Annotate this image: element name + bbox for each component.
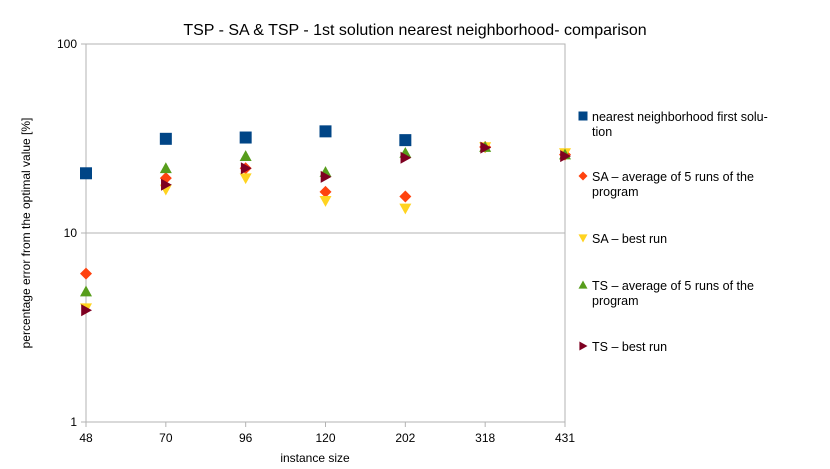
legend-label: TS – best run (592, 340, 667, 354)
x-tick-label: 96 (239, 431, 253, 445)
data-point (560, 150, 571, 163)
legend-label: tion (592, 125, 612, 139)
x-tick-label: 318 (475, 431, 495, 445)
data-point (319, 196, 332, 207)
legend-label: program (592, 185, 639, 199)
legend-marker (578, 234, 588, 243)
series-0 (80, 125, 412, 180)
legend-label: nearest neighborhood first solu- (592, 110, 768, 124)
data-points (80, 125, 571, 317)
data-point (161, 178, 172, 191)
x-tick-label: 431 (555, 431, 575, 445)
x-axis-label: instance size (280, 451, 350, 465)
y-tick-label: 1 (70, 415, 77, 429)
legend-item: nearest neighborhood first solu-tion (578, 110, 768, 139)
legend: nearest neighborhood first solu-tion SA –… (578, 110, 768, 354)
data-point (480, 141, 492, 154)
x-tick-label: 70 (159, 431, 173, 445)
data-point (239, 173, 252, 185)
data-point (399, 190, 412, 203)
series-4 (81, 141, 571, 317)
data-point (80, 285, 92, 297)
legend-label: SA – best run (592, 232, 667, 246)
legend-marker (578, 111, 588, 121)
data-point (80, 167, 92, 180)
data-point (320, 170, 332, 183)
x-tick-label: 202 (395, 431, 415, 445)
x-tick-label: 120 (315, 431, 335, 445)
data-point (159, 132, 172, 145)
legend-item: TS – best run (579, 340, 667, 354)
data-point (319, 125, 332, 138)
legend-marker (578, 171, 588, 181)
y-axis-ticks: 1 10 100 (57, 37, 86, 429)
y-axis-label: percentage error from the optimal value … (19, 118, 33, 349)
data-point (80, 267, 92, 280)
data-point (399, 203, 412, 215)
legend-marker (579, 341, 588, 351)
legend-label: TS – average of 5 runs of the (592, 279, 754, 293)
x-axis-ticks: 48 70 96 120 202 318 431 (79, 422, 575, 445)
data-point (159, 162, 172, 174)
y-tick-label: 10 (64, 226, 78, 240)
data-point (239, 150, 252, 161)
data-point (240, 162, 252, 175)
y-tick-label: 100 (57, 37, 77, 51)
chart-title: TSP - SA & TSP - 1st solution nearest ne… (183, 22, 646, 39)
x-tick-label: 48 (79, 431, 93, 445)
data-point (319, 185, 332, 198)
legend-label: program (592, 294, 639, 308)
data-point (400, 151, 412, 164)
legend-label: SA – average of 5 runs of the (592, 170, 754, 184)
data-point (399, 134, 412, 147)
data-point (239, 131, 252, 144)
data-point (81, 304, 92, 317)
legend-marker (578, 280, 588, 289)
legend-item: SA – best run (578, 232, 667, 246)
